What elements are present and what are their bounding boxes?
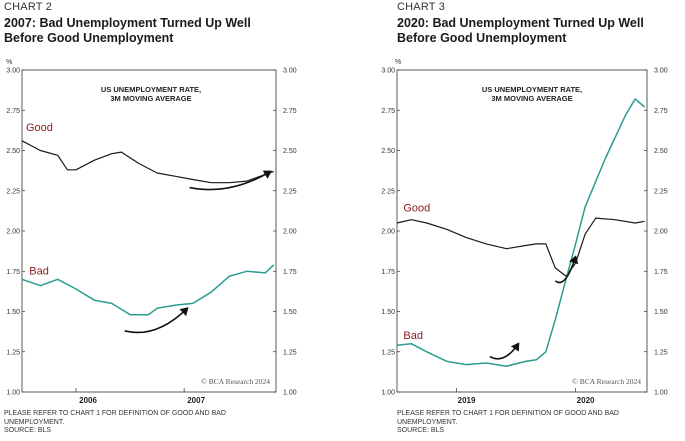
inner-title-line-2: 3M MOVING AVERAGE	[110, 94, 191, 103]
y-tick-label-left: 1.00	[381, 390, 395, 397]
series-label-bad: Bad	[29, 265, 49, 277]
chart-2-plot: % 1.00 1.00 1.25 1.25 1.50 1.50 1.75 1.75 2.00 2.0…	[6, 59, 297, 405]
y-tick-label-left: 1.75	[381, 269, 395, 276]
chart-number: CHART 3	[397, 1, 446, 13]
inner-title-line-1: US UNEMPLOYMENT RATE,	[101, 85, 201, 94]
series-line-good	[21, 140, 275, 184]
y-tick-label-left: 1.25	[381, 349, 395, 356]
x-tick-label: 2006	[79, 396, 97, 405]
footnote-line-2: UNEMPLOYMENT.	[4, 418, 65, 426]
y-tick-label-right: 2.75	[283, 108, 297, 115]
x-tick-label: 2019	[458, 396, 476, 405]
chart-title-line-2: Before Good Unemployment	[397, 31, 567, 45]
y-tick-label-right: 2.00	[283, 229, 297, 236]
trend-arrow	[489, 342, 520, 360]
unit-label: %	[395, 59, 401, 66]
y-tick-label-left: 1.75	[6, 269, 20, 276]
chart-title: 2007: Bad Unemployment Turned Up Well Be…	[4, 16, 294, 46]
series-label-good: Good	[26, 122, 53, 134]
footnote-line-2: UNEMPLOYMENT.	[397, 418, 458, 426]
y-tick-label-right: 2.25	[654, 188, 668, 195]
unit-label: %	[6, 59, 12, 66]
inner-title-line-1: US UNEMPLOYMENT RATE,	[482, 85, 582, 94]
x-tick-label: 2020	[577, 396, 595, 405]
trend-arrow	[189, 170, 272, 191]
y-tick-label-left: 3.00	[381, 68, 395, 75]
series-label-good: Good	[403, 203, 430, 215]
y-tick-label-right: 1.50	[654, 309, 668, 316]
chart-title-line-1: 2007: Bad Unemployment Turned Up Well	[4, 16, 251, 30]
y-tick-label-right: 2.50	[654, 148, 668, 155]
y-tick-label-right: 2.00	[654, 229, 668, 236]
x-tick-label: 2007	[187, 396, 205, 405]
series-line-bad	[21, 264, 275, 316]
trend-arrow	[124, 307, 189, 334]
y-tick-label-left: 2.00	[6, 229, 20, 236]
y-tick-label-right: 1.25	[654, 349, 668, 356]
y-tick-label-left: 2.50	[381, 148, 395, 155]
y-tick-label-left: 2.75	[6, 108, 20, 115]
y-tick-label-right: 3.00	[654, 68, 668, 75]
y-tick-label-right: 1.00	[283, 390, 297, 397]
chart-footnote: PLEASE REFER TO CHART 1 FOR DEFINITION O…	[4, 410, 294, 436]
series-line-bad	[396, 98, 646, 367]
footnote-source: SOURCE: BLS	[397, 427, 445, 435]
footnote-line-1: PLEASE REFER TO CHART 1 FOR DEFINITION O…	[397, 410, 619, 417]
y-tick-label-right: 2.50	[283, 148, 297, 155]
inner-title-line-2: 3M MOVING AVERAGE	[491, 94, 572, 103]
y-tick-label-left: 2.25	[6, 188, 20, 195]
y-tick-label-right: 2.25	[283, 188, 297, 195]
y-tick-label-left: 1.50	[6, 309, 20, 316]
chart-number: CHART 2	[4, 1, 53, 13]
chart-3-panel: CHART 3 2020: Bad Unemployment Turned Up…	[381, 0, 685, 441]
y-tick-label-right: 1.75	[654, 269, 668, 276]
plot-frame	[21, 69, 277, 393]
y-tick-label-left: 2.00	[381, 229, 395, 236]
plot-frame	[396, 69, 648, 393]
y-tick-label-left: 3.00	[6, 68, 20, 75]
footnote-source: SOURCE: BLS	[4, 427, 52, 435]
bca-watermark: © BCA Research 2024	[201, 377, 270, 386]
y-tick-label-left: 2.75	[381, 108, 395, 115]
y-tick-label-right: 3.00	[283, 68, 297, 75]
chart-title-line-2: Before Good Unemployment	[4, 31, 174, 45]
y-tick-label-left: 2.50	[6, 148, 20, 155]
chart-2-panel: CHART 2 2007: Bad Unemployment Turned Up…	[0, 0, 300, 441]
y-tick-label-right: 1.75	[283, 269, 297, 276]
y-tick-label-left: 1.50	[381, 309, 395, 316]
footnote-line-1: PLEASE REFER TO CHART 1 FOR DEFINITION O…	[4, 410, 226, 417]
chart-title: 2020: Bad Unemployment Turned Up Well Be…	[397, 16, 685, 46]
chart-title-line-1: 2020: Bad Unemployment Turned Up Well	[397, 16, 644, 30]
y-tick-label-right: 1.50	[283, 309, 297, 316]
bca-watermark: © BCA Research 2024	[572, 377, 641, 386]
series-line-good	[396, 217, 645, 277]
y-tick-label-left: 1.00	[6, 390, 20, 397]
y-tick-label-right: 1.00	[654, 390, 668, 397]
y-tick-label-right: 1.25	[283, 349, 297, 356]
trend-arrow	[554, 255, 579, 284]
series-label-bad: Bad	[403, 330, 423, 342]
y-tick-label-left: 2.25	[381, 188, 395, 195]
y-tick-label-right: 2.75	[654, 108, 668, 115]
y-tick-label-left: 1.25	[6, 349, 20, 356]
chart-3-plot: % 1.00 1.00 1.25 1.25 1.50 1.50 1.75 1.75 2.00 2.0…	[381, 59, 668, 405]
chart-footnote: PLEASE REFER TO CHART 1 FOR DEFINITION O…	[397, 410, 685, 436]
